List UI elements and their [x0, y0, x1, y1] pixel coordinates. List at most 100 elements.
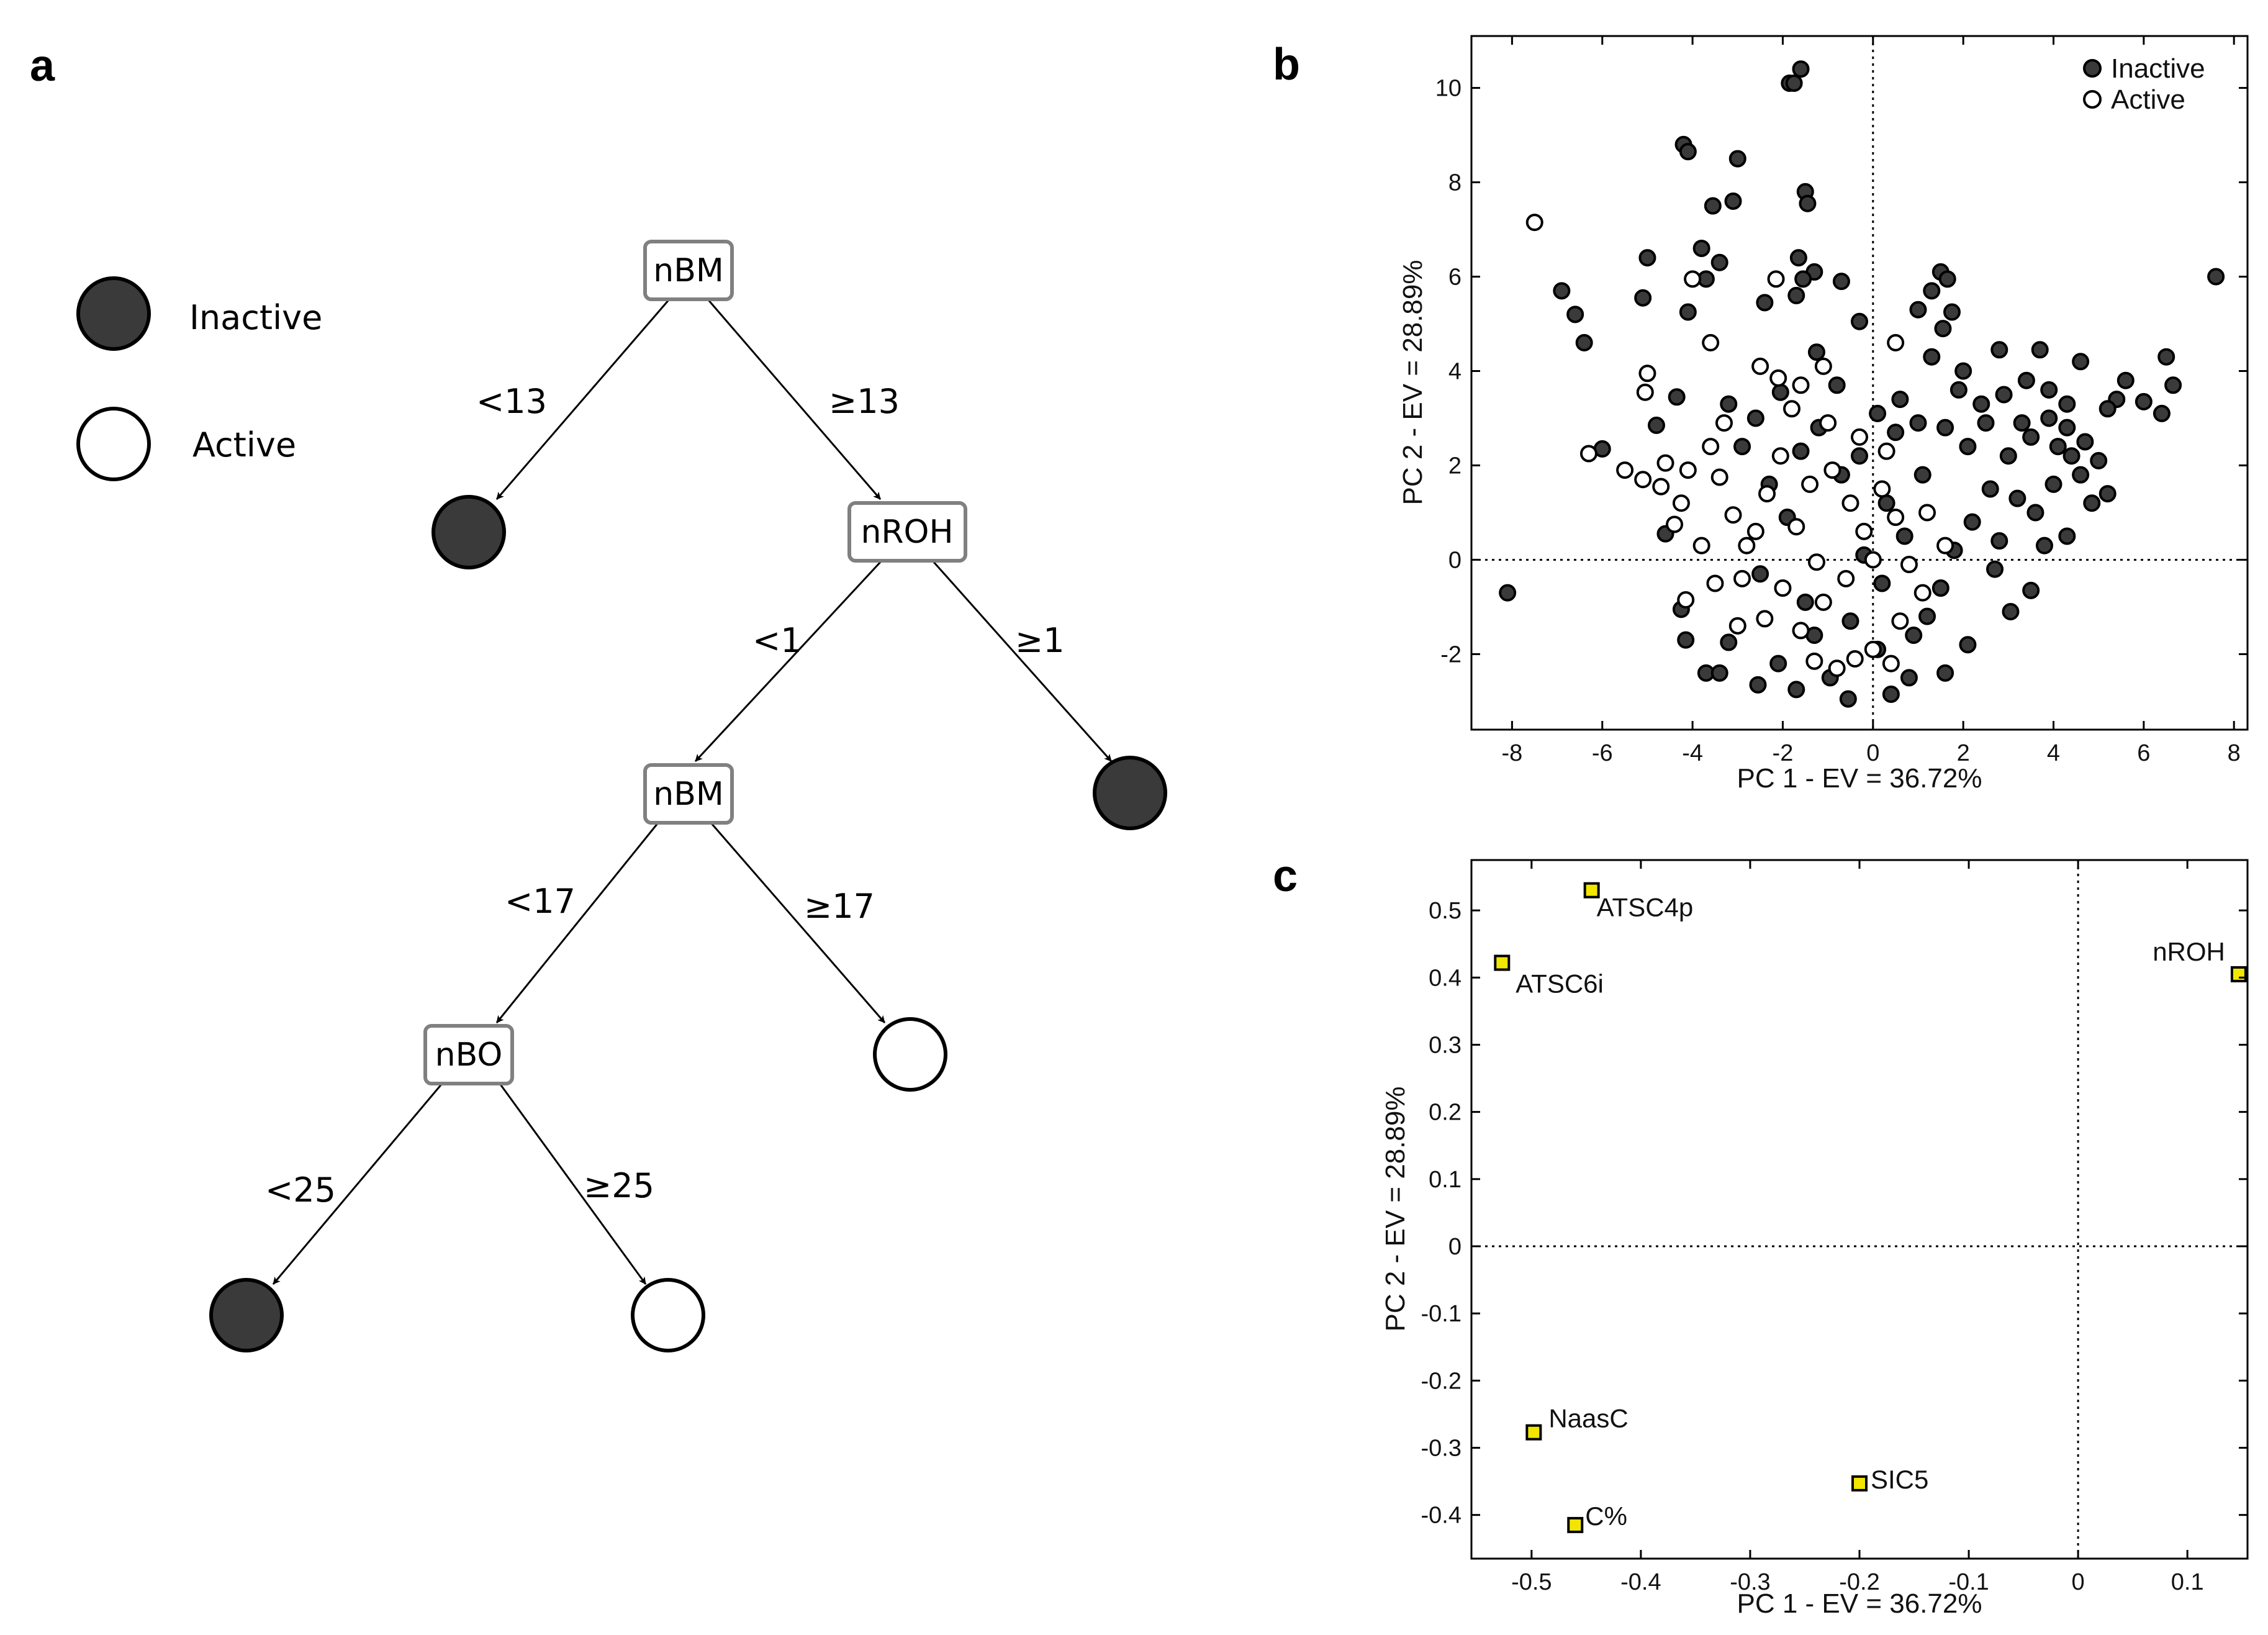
- panel-label-a: a: [30, 41, 55, 91]
- inactive-point: [2026, 504, 2044, 522]
- active-point: [1877, 442, 1895, 460]
- legend-active-marker: [2083, 90, 2102, 109]
- inactive-point: [2013, 414, 2031, 432]
- inactive-point: [2058, 527, 2076, 545]
- edge-label: ≥17: [804, 887, 875, 926]
- tree-legend: Inactive Active: [76, 276, 322, 481]
- inactive-point: [1900, 669, 1918, 687]
- inactive-point: [1756, 294, 1774, 312]
- edge-label: <1: [752, 621, 802, 660]
- node-label: nBM: [653, 252, 724, 289]
- y-tick-label: 2: [1448, 453, 1462, 479]
- active-point: [1841, 494, 1859, 512]
- panel-label-b: b: [1273, 40, 1300, 89]
- active-point: [1819, 414, 1837, 432]
- active-point: [1656, 454, 1674, 472]
- tree-node-nbm: nBM: [643, 763, 734, 825]
- zero-reference-lines: [1471, 860, 2248, 1559]
- inactive-point: [1851, 447, 1868, 465]
- x-tick-label: 0: [1866, 740, 1879, 766]
- tree-edge: [707, 299, 882, 500]
- legend-active-circle: [76, 407, 151, 481]
- active-point: [1692, 537, 1710, 555]
- inactive-point: [1887, 423, 1905, 442]
- inactive-point: [2207, 268, 2225, 286]
- active-point: [1782, 400, 1800, 418]
- inactive-point: [1720, 395, 1738, 413]
- inactive-point: [1949, 381, 1968, 399]
- inactive-point: [1839, 690, 1857, 708]
- inactive-point: [1728, 150, 1746, 168]
- active-point: [1792, 376, 1810, 394]
- inactive-point: [2157, 348, 2175, 366]
- inactive-point: [1938, 270, 1956, 288]
- inactive-point: [2058, 419, 2076, 437]
- active-point: [1616, 461, 1634, 479]
- inactive-point: [1909, 301, 1927, 319]
- y-tick-label: -2: [1440, 641, 1462, 668]
- inactive-point: [1891, 391, 1909, 409]
- node-label: nBO: [435, 1036, 503, 1074]
- tree-edge-labels: <13 ≥13 <1 ≥1 <17 ≥17 <25 ≥25: [265, 382, 1065, 1210]
- x-tick-label: -0.4: [1620, 1569, 1661, 1595]
- plot-frame: [1470, 35, 2249, 731]
- y-tick-label: 10: [1435, 76, 1462, 102]
- y-tick-label: 6: [1448, 265, 1462, 291]
- loading-label: nROH: [2153, 937, 2225, 966]
- inactive-point: [1796, 593, 1814, 611]
- legend-inactive-marker: [2083, 59, 2102, 78]
- leaf-active: [631, 1278, 705, 1352]
- inactive-point: [1704, 197, 1722, 215]
- inactive-point: [1909, 414, 1927, 432]
- inactive-point: [1720, 633, 1738, 651]
- inactive-point: [2090, 451, 2108, 469]
- legend-inactive-circle: [76, 276, 151, 351]
- active-point: [1855, 522, 1873, 540]
- active-point: [1728, 617, 1746, 635]
- active-point: [1652, 478, 1670, 496]
- inactive-point: [1553, 282, 1571, 300]
- x-axis-title: PC 1 - EV = 36.72%: [1737, 763, 1982, 794]
- inactive-point: [2083, 494, 2101, 512]
- active-point: [1724, 506, 1742, 524]
- inactive-point: [1575, 333, 1593, 351]
- active-point: [1900, 556, 1918, 574]
- inactive-point: [1986, 560, 2004, 578]
- active-point: [1864, 551, 1882, 569]
- tree-edge: [710, 822, 886, 1023]
- x-tick-label: -4: [1682, 740, 1703, 766]
- active-point: [1828, 659, 1846, 677]
- inactive-point: [1832, 273, 1850, 291]
- legend-active-text: Active: [2111, 84, 2185, 115]
- inactive-point: [1746, 409, 1764, 427]
- inactive-point: [2058, 395, 2076, 413]
- inactive-point: [1787, 286, 1805, 304]
- inactive-point: [1977, 414, 1995, 432]
- tree-edge: [495, 822, 659, 1023]
- inactive-point: [2008, 489, 2026, 507]
- active-point: [1913, 584, 1931, 602]
- decision-tree: Inactive Active <13 ≥13 <1 ≥1 <17 ≥17 <2…: [76, 240, 1167, 1352]
- y-tick-label: 0: [1448, 547, 1462, 573]
- active-point: [1814, 357, 1832, 375]
- active-point: [1638, 365, 1656, 383]
- inactive-point: [2153, 404, 2171, 422]
- inactive-point: [1934, 320, 1952, 338]
- x-tick-label: 2: [1957, 740, 1970, 766]
- active-point: [1525, 214, 1543, 232]
- leaf-inactive: [1093, 756, 1167, 830]
- inactive-point: [2062, 447, 2081, 465]
- tree-edge: [272, 1083, 443, 1285]
- inactive-point: [2049, 438, 2067, 456]
- inactive-point: [1724, 192, 1742, 210]
- active-point: [1801, 475, 1819, 493]
- inactive-point: [2022, 428, 2040, 446]
- y-tick-label: 0.4: [1429, 965, 1462, 991]
- inactive-point: [2040, 381, 2058, 399]
- active-point: [1733, 569, 1751, 587]
- inactive-point: [1999, 447, 2017, 465]
- inactive-point: [1799, 194, 1817, 212]
- active-point: [1746, 522, 1764, 540]
- active-point: [1684, 270, 1702, 288]
- y-tick-label: 0.5: [1429, 898, 1462, 924]
